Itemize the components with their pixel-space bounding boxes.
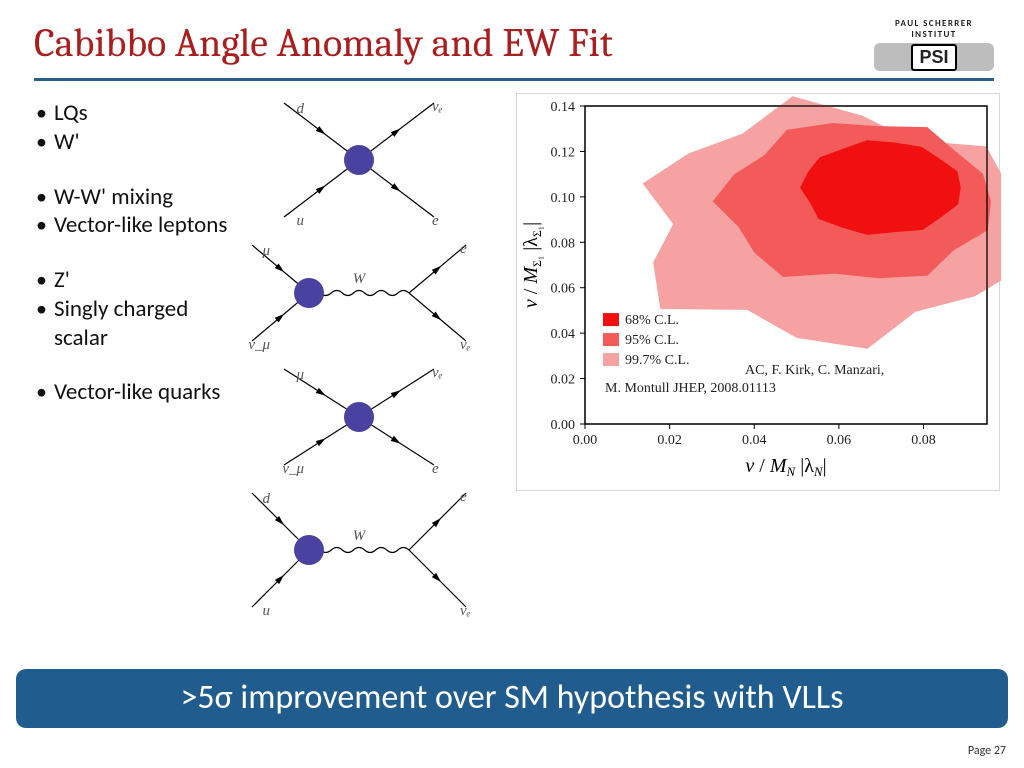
svg-text:0.14: 0.14: [551, 100, 576, 115]
svg-text:AC, F. Kirk, C. Manzari,: AC, F. Kirk, C. Manzari,: [745, 363, 884, 378]
logo-abbrev: PSI: [911, 44, 956, 71]
svg-text:ν_μ: ν_μ: [248, 337, 270, 353]
svg-text:d: d: [297, 101, 305, 117]
svg-text:e: e: [460, 241, 467, 257]
bullet-wwmix: W-W' mixing: [36, 183, 246, 212]
title-rule: [34, 78, 994, 81]
svg-text:u: u: [297, 213, 305, 229]
svg-text:0.08: 0.08: [911, 433, 936, 448]
svg-text:68% C.L.: 68% C.L.: [625, 313, 679, 328]
svg-text:d: d: [263, 491, 271, 507]
feynman-diagram-4: d u We νₑ: [234, 479, 484, 621]
confidence-plot: 0.00 0.02 0.04 0.06 0.08 0.00 0.02 0.04 0.06 0.08…: [516, 93, 1000, 491]
svg-text:0.02: 0.02: [657, 433, 682, 448]
svg-text:0.00: 0.00: [573, 433, 598, 448]
svg-text:0.00: 0.00: [551, 418, 576, 433]
bullet-wprime: W': [36, 128, 246, 157]
bullet-vll: Vector-like leptons: [36, 211, 246, 240]
svg-text:0.12: 0.12: [551, 145, 576, 160]
feynman-diagram-2: μ ν_μ We νₑ: [234, 231, 484, 355]
svg-text:νₑ: νₑ: [432, 99, 443, 115]
bullet-zprime: Z': [36, 266, 246, 295]
logo-caption: PAUL SCHERRER INSTITUT: [874, 18, 994, 40]
svg-text:e: e: [460, 489, 467, 505]
svg-text:0.06: 0.06: [827, 433, 852, 448]
svg-text:e: e: [432, 461, 439, 477]
svg-text:0.02: 0.02: [551, 373, 576, 388]
svg-text:v / MN |λN|: v / MN |λN|: [745, 455, 826, 479]
bullet-scalar: Singly charged scalar: [36, 295, 246, 353]
conclusion-banner: >5σ improvement over SM hypothesis with …: [16, 669, 1008, 728]
svg-text:μ: μ: [261, 243, 270, 259]
svg-text:0.10: 0.10: [551, 191, 576, 206]
slide-title: Cabibbo Angle Anomaly and EW Fit: [34, 20, 874, 66]
svg-text:0.04: 0.04: [551, 327, 576, 342]
feynman-diagram-3: μ ν_μ νₑ e: [234, 355, 484, 479]
feynman-diagram-1: d u νₑ e: [234, 89, 484, 231]
svg-text:95% C.L.: 95% C.L.: [625, 333, 679, 348]
svg-text:ν_μ: ν_μ: [282, 461, 304, 477]
svg-text:99.7% C.L.: 99.7% C.L.: [625, 353, 690, 368]
svg-text:νₑ: νₑ: [460, 603, 471, 619]
bullet-lqs: LQs: [36, 99, 246, 128]
svg-text:νₑ: νₑ: [460, 337, 471, 353]
svg-text:e: e: [432, 213, 439, 229]
svg-text:0.06: 0.06: [551, 282, 576, 297]
svg-text:u: u: [263, 603, 271, 619]
svg-text:νₑ: νₑ: [432, 365, 443, 381]
bullet-list: LQs W' W-W' mixing Vector-like leptons Z…: [36, 99, 246, 433]
svg-text:W: W: [353, 528, 367, 544]
bullet-vlq: Vector-like quarks: [36, 378, 246, 407]
svg-text:0.04: 0.04: [742, 433, 767, 448]
psi-logo: PAUL SCHERRER INSTITUT PSI: [874, 18, 994, 68]
feynman-column: d u νₑ e μ ν_μ We νₑ μ ν_μ νₑ e d u We νₑ: [234, 89, 484, 621]
svg-text:M. Montull JHEP, 2008.01113: M. Montull JHEP, 2008.01113: [605, 381, 776, 396]
svg-text:μ: μ: [295, 367, 304, 383]
svg-text:0.08: 0.08: [551, 236, 576, 251]
svg-text:W: W: [353, 271, 367, 287]
svg-text:v / MΣ₁ |λΣ₁|: v / MΣ₁ |λΣ₁|: [520, 222, 544, 308]
page-number: Page 27: [968, 744, 1006, 758]
